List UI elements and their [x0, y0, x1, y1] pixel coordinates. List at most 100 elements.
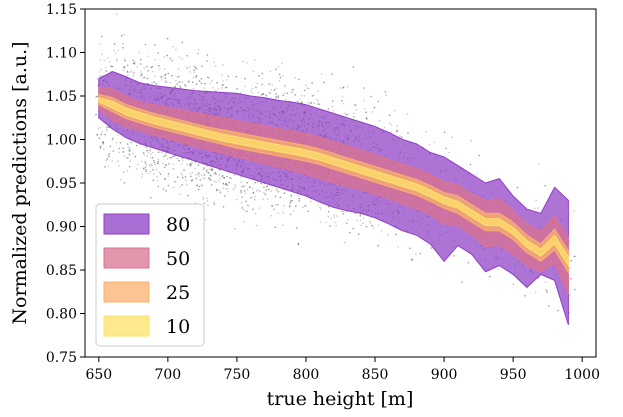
scatter-point	[198, 172, 200, 174]
scatter-point	[557, 309, 559, 312]
scatter-point	[164, 73, 167, 76]
scatter-point	[193, 65, 195, 67]
scatter-point	[212, 87, 214, 89]
scatter-point	[157, 52, 160, 54]
scatter-point	[250, 89, 252, 92]
scatter-point	[153, 161, 156, 164]
scatter-point	[198, 172, 200, 174]
scatter-point	[227, 75, 230, 78]
y-tick-label: 0.90	[46, 220, 77, 236]
scatter-point	[388, 114, 391, 116]
scatter-point	[268, 188, 270, 191]
scatter-point	[415, 253, 417, 255]
scatter-point	[296, 100, 299, 103]
scatter-point	[218, 189, 220, 191]
scatter-point	[228, 181, 230, 184]
scatter-point	[108, 61, 111, 63]
scatter-point	[266, 185, 268, 188]
scatter-point	[145, 146, 148, 148]
scatter-point	[311, 82, 313, 84]
scatter-point	[180, 87, 182, 89]
scatter-point	[277, 66, 280, 68]
scatter-point	[273, 89, 276, 91]
scatter-point	[274, 226, 277, 228]
scatter-point	[369, 222, 372, 224]
scatter-point	[119, 142, 122, 144]
scatter-point	[184, 175, 187, 178]
scatter-point	[127, 157, 129, 159]
scatter-point	[265, 94, 268, 97]
scatter-point	[252, 192, 255, 195]
scatter-point	[213, 172, 215, 175]
scatter-point	[215, 173, 217, 175]
scatter-point	[282, 94, 285, 97]
scatter-point	[359, 215, 362, 217]
scatter-point	[283, 92, 286, 95]
scatter-point	[333, 216, 336, 218]
scatter-point	[311, 95, 314, 97]
scatter-point	[266, 185, 268, 188]
scatter-point	[128, 153, 131, 156]
scatter-point	[194, 66, 197, 68]
scatter-point	[305, 84, 307, 87]
scatter-point	[195, 83, 198, 85]
scatter-point	[99, 127, 102, 129]
scatter-point	[255, 86, 257, 89]
scatter-point	[275, 95, 278, 98]
scatter-point	[295, 205, 297, 207]
scatter-point	[390, 131, 393, 133]
scatter-point	[254, 182, 256, 184]
scatter-point	[185, 183, 188, 186]
scatter-point	[206, 54, 209, 56]
scatter-point	[250, 196, 252, 199]
x-tick-label: 900	[431, 367, 458, 383]
scatter-point	[132, 62, 135, 65]
scatter-point	[113, 43, 116, 45]
scatter-point	[377, 100, 380, 103]
scatter-point	[370, 95, 373, 98]
x-tick-label: 850	[362, 367, 389, 383]
scatter-point	[331, 100, 334, 102]
scatter-point	[129, 149, 131, 152]
scatter-point	[95, 113, 97, 116]
scatter-point	[105, 130, 108, 132]
scatter-point	[428, 143, 431, 146]
scatter-point	[160, 76, 163, 78]
scatter-point	[400, 136, 403, 138]
scatter-point	[180, 87, 182, 89]
scatter-point	[141, 173, 144, 175]
scatter-point	[357, 233, 360, 235]
scatter-point	[208, 177, 210, 179]
scatter-point	[252, 70, 255, 73]
scatter-point	[349, 231, 351, 234]
scatter-point	[198, 80, 201, 82]
scatter-point	[169, 57, 172, 60]
scatter-point	[197, 52, 199, 55]
scatter-point	[544, 281, 547, 283]
scatter-point	[226, 184, 228, 186]
scatter-point	[469, 163, 472, 166]
scatter-point	[160, 79, 163, 81]
scatter-point	[171, 59, 173, 62]
scatter-point	[266, 198, 269, 200]
scatter-point	[101, 53, 103, 56]
scatter-point	[203, 174, 206, 176]
scatter-point	[167, 72, 170, 75]
scatter-point	[128, 165, 131, 168]
scatter-point	[239, 191, 242, 193]
scatter-point	[257, 189, 259, 191]
scatter-point	[134, 155, 137, 158]
scatter-point	[557, 309, 559, 312]
scatter-point	[275, 93, 277, 95]
x-tick-label: 800	[293, 367, 320, 383]
scatter-point	[298, 200, 301, 202]
scatter-point	[360, 219, 362, 222]
scatter-point	[225, 86, 227, 89]
scatter-point	[181, 183, 183, 186]
scatter-point	[277, 191, 280, 193]
scatter-point	[152, 168, 154, 171]
scatter-point	[278, 73, 281, 76]
scatter-point	[179, 185, 181, 188]
scatter-point	[261, 83, 263, 86]
scatter-point	[203, 167, 206, 169]
